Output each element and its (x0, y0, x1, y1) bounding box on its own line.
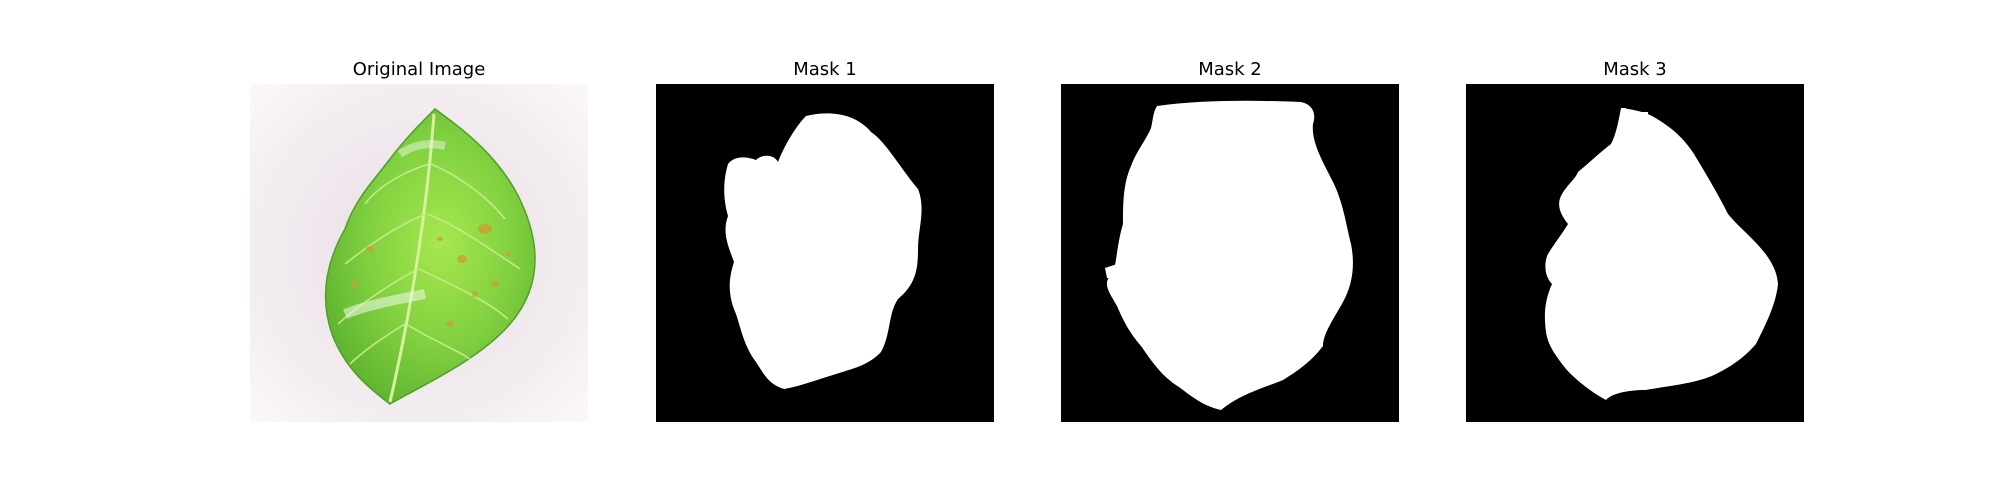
leaf-photo (250, 84, 588, 422)
panel-title-original: Original Image (352, 59, 486, 80)
panel-title-mask-2: Mask 2 (1198, 59, 1262, 80)
mask-1-shape (656, 84, 994, 422)
panel-title-mask-1: Mask 1 (793, 59, 857, 80)
mask-1-image (656, 84, 994, 422)
panel-title-mask-3: Mask 3 (1603, 59, 1667, 80)
mask-2-image (1061, 84, 1399, 422)
mask-3-shape (1466, 84, 1804, 422)
original-image (250, 84, 588, 422)
mask-3-image (1466, 84, 1804, 422)
leaf-shape (324, 108, 536, 405)
mask-2-shape (1061, 84, 1399, 422)
